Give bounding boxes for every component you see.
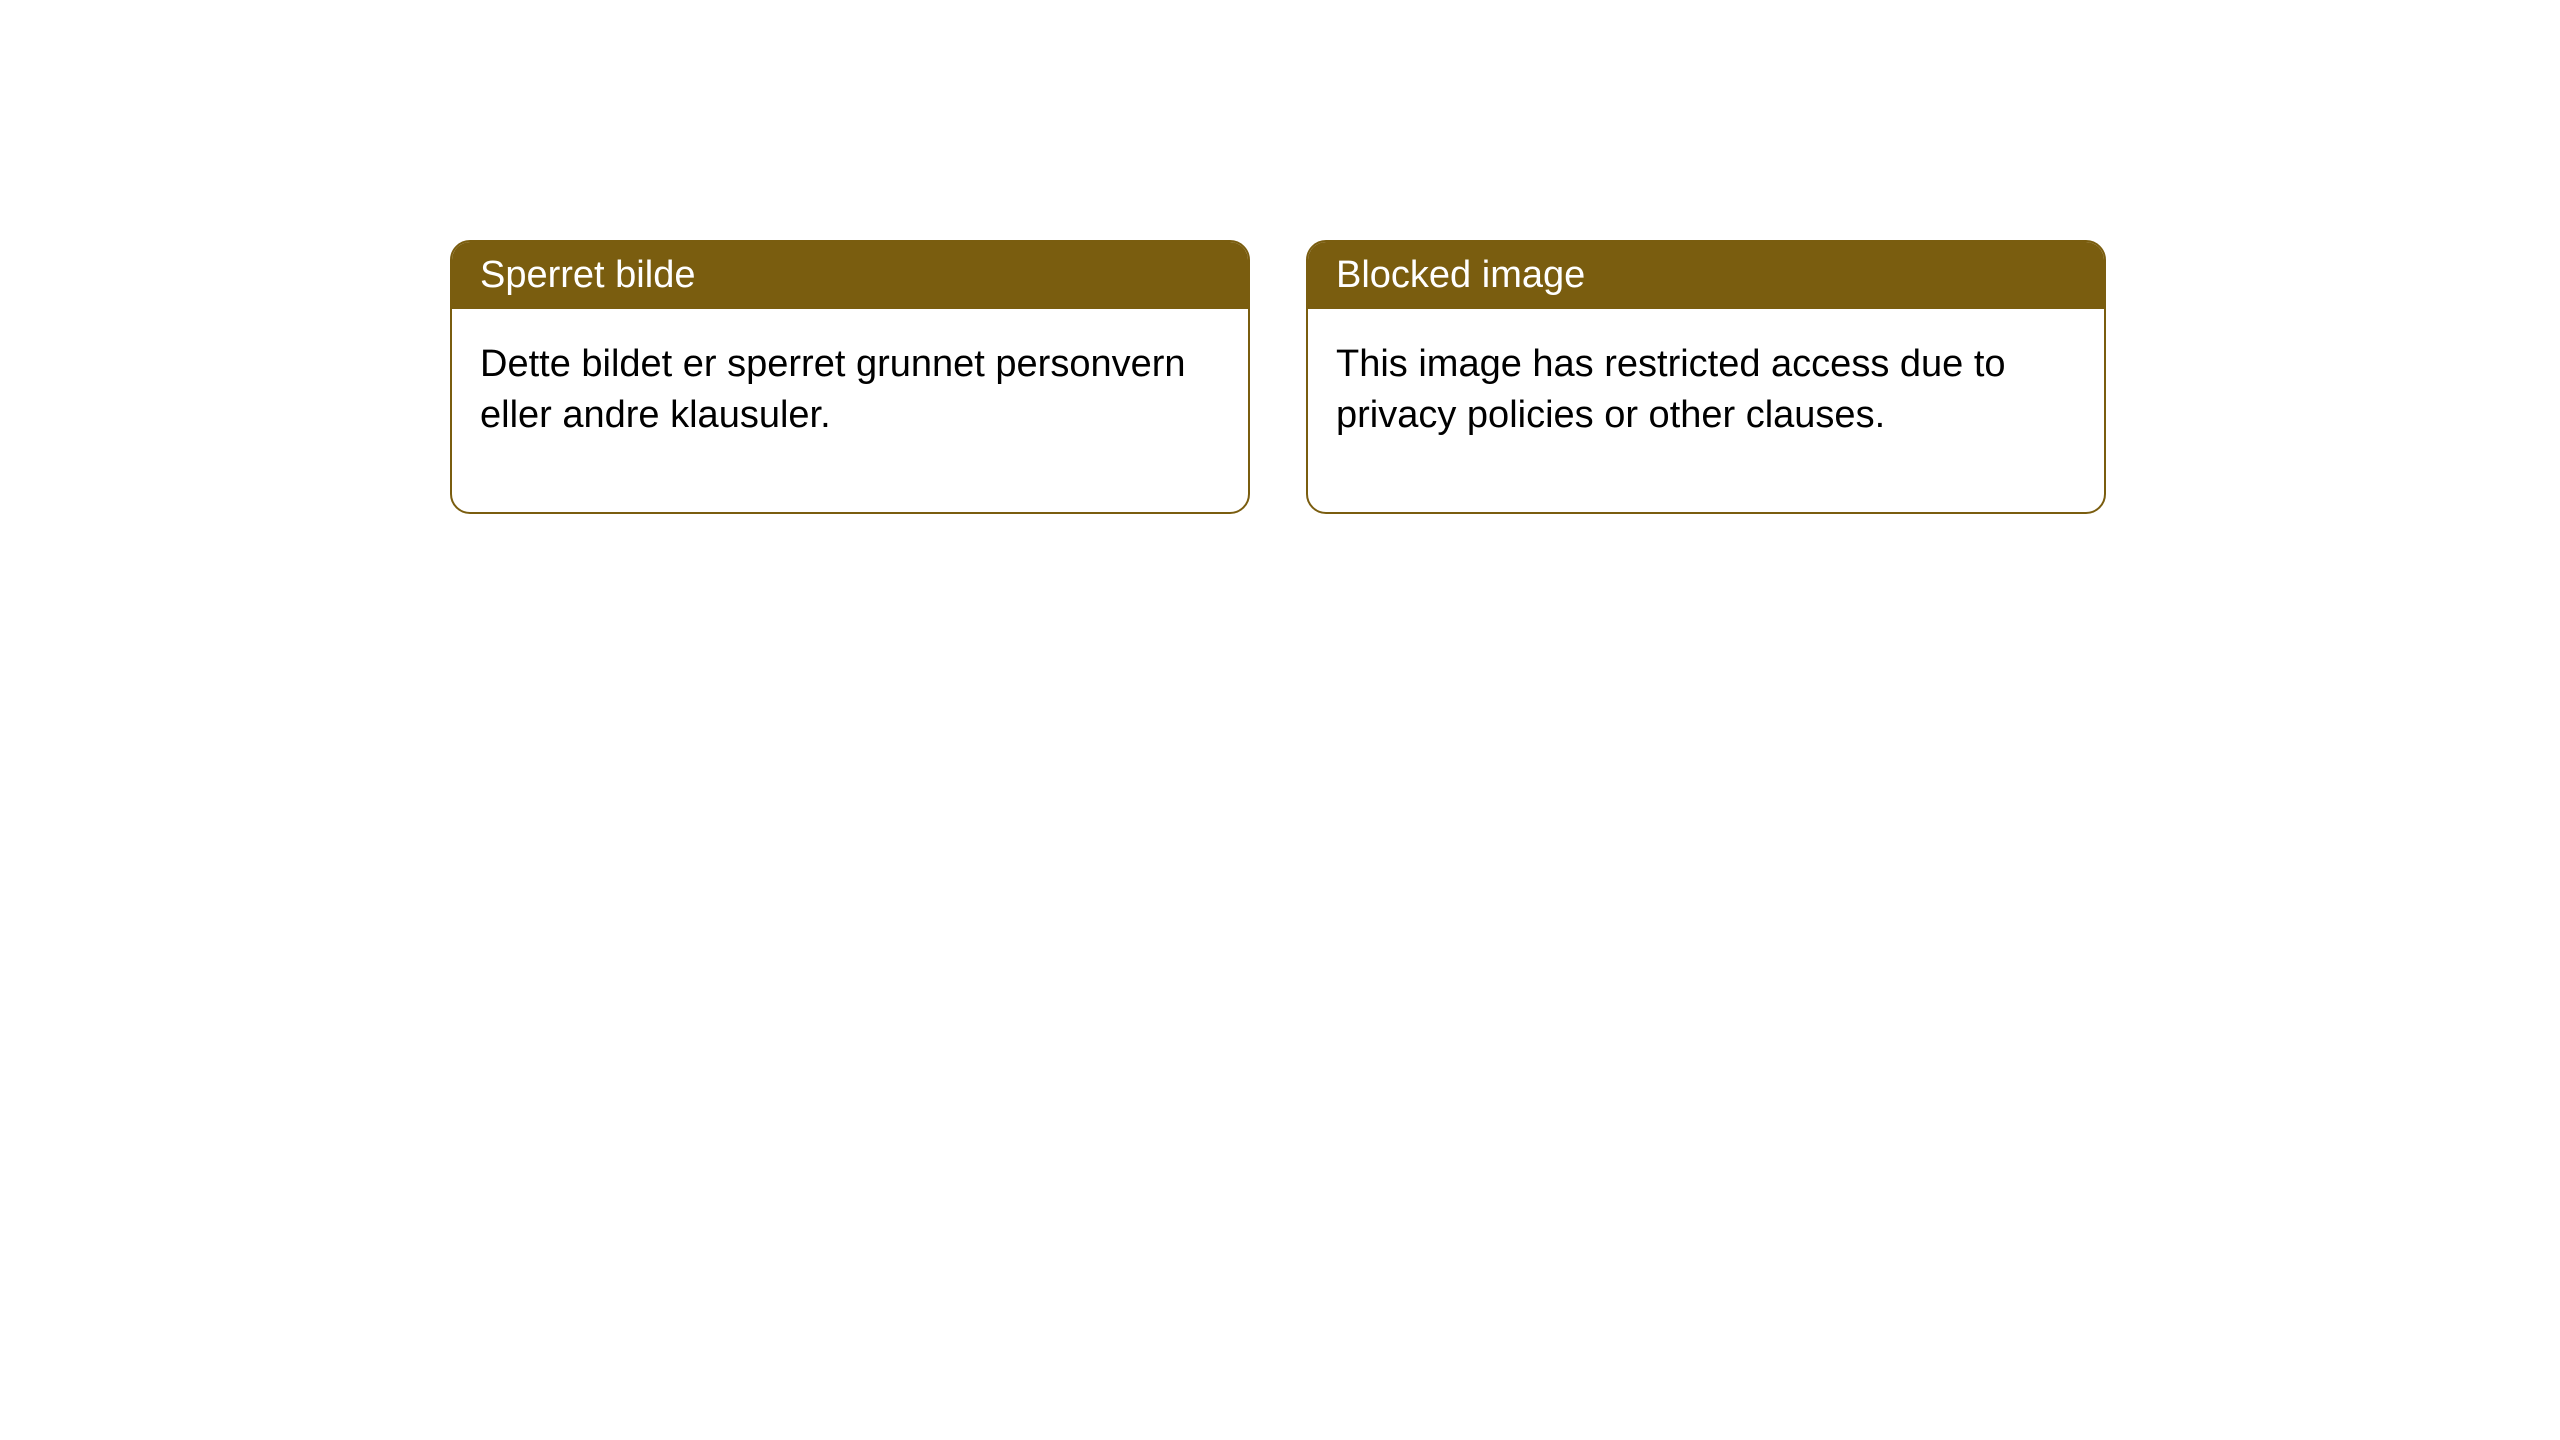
notice-title-norwegian: Sperret bilde (452, 242, 1248, 309)
notice-card-english: Blocked image This image has restricted … (1306, 240, 2106, 514)
notice-body-norwegian: Dette bildet er sperret grunnet personve… (452, 309, 1248, 512)
notice-title-english: Blocked image (1308, 242, 2104, 309)
notice-card-norwegian: Sperret bilde Dette bildet er sperret gr… (450, 240, 1250, 514)
notice-container: Sperret bilde Dette bildet er sperret gr… (450, 240, 2106, 514)
notice-body-english: This image has restricted access due to … (1308, 309, 2104, 512)
